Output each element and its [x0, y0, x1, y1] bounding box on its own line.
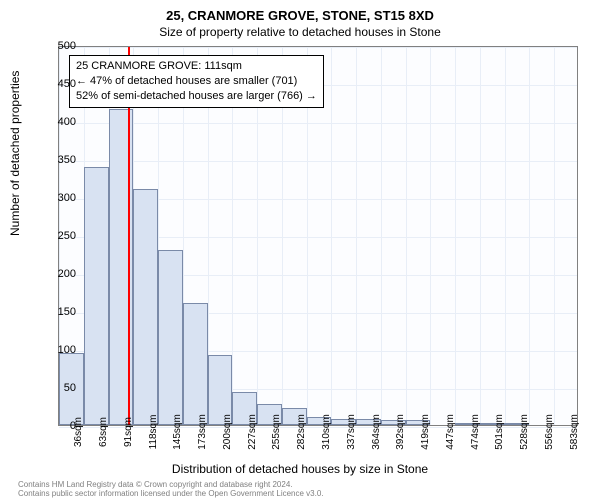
x-tick-label: 364sqm: [371, 414, 382, 450]
gridline-v: [505, 47, 506, 425]
gridline-v: [381, 47, 382, 425]
plot-area: 25 CRANMORE GROVE: 111sqm← 47% of detach…: [58, 46, 578, 426]
gridline-v: [356, 47, 357, 425]
x-tick-label: 447sqm: [445, 414, 456, 450]
footer-line-1: Contains HM Land Registry data © Crown c…: [18, 480, 324, 489]
y-tick-label: 0: [46, 420, 76, 432]
chart-subtitle: Size of property relative to detached ho…: [0, 23, 600, 43]
gridline-v: [529, 47, 530, 425]
annotation-box: 25 CRANMORE GROVE: 111sqm← 47% of detach…: [69, 55, 324, 108]
y-tick-label: 50: [46, 382, 76, 394]
x-tick-label: 63sqm: [98, 417, 109, 447]
x-axis-label: Distribution of detached houses by size …: [0, 462, 600, 476]
gridline-h: [59, 161, 577, 162]
x-tick-label: 255sqm: [271, 414, 282, 450]
gridline-v: [331, 47, 332, 425]
x-tick-label: 501sqm: [494, 414, 505, 450]
footer-line-2: Contains public sector information licen…: [18, 489, 324, 498]
footer-attribution: Contains HM Land Registry data © Crown c…: [18, 480, 324, 498]
annotation-line: 25 CRANMORE GROVE: 111sqm: [76, 59, 317, 74]
y-axis-label: Number of detached properties: [8, 71, 22, 236]
gridline-h: [59, 123, 577, 124]
annotation-line: ← 47% of detached houses are smaller (70…: [76, 74, 317, 89]
x-tick-label: 282sqm: [296, 414, 307, 450]
gridline-v: [455, 47, 456, 425]
y-tick-label: 250: [46, 230, 76, 242]
y-tick-label: 400: [46, 116, 76, 128]
x-tick-label: 474sqm: [470, 414, 481, 450]
chart-area: 25 CRANMORE GROVE: 111sqm← 47% of detach…: [58, 46, 578, 426]
histogram-bar: [183, 303, 208, 425]
annotation-line: 52% of semi-detached houses are larger (…: [76, 89, 317, 104]
y-tick-label: 500: [46, 40, 76, 52]
gridline-v: [480, 47, 481, 425]
x-tick-label: 145sqm: [172, 414, 183, 450]
x-tick-label: 556sqm: [544, 414, 555, 450]
x-tick-label: 173sqm: [197, 414, 208, 450]
gridline-v: [554, 47, 555, 425]
x-tick-label: 392sqm: [395, 414, 406, 450]
x-tick-label: 310sqm: [321, 414, 332, 450]
y-tick-label: 200: [46, 268, 76, 280]
gridline-h: [59, 47, 577, 48]
chart-title: 25, CRANMORE GROVE, STONE, ST15 8XD: [0, 0, 600, 23]
x-tick-label: 528sqm: [519, 414, 530, 450]
y-tick-label: 300: [46, 192, 76, 204]
x-tick-label: 200sqm: [222, 414, 233, 450]
x-tick-label: 118sqm: [148, 415, 159, 450]
y-tick-label: 150: [46, 306, 76, 318]
histogram-bar: [84, 167, 109, 425]
histogram-bar: [158, 250, 183, 425]
y-tick-label: 100: [46, 344, 76, 356]
gridline-v: [430, 47, 431, 425]
histogram-bar: [133, 189, 158, 425]
x-tick-label: 419sqm: [420, 414, 431, 450]
x-tick-label: 36sqm: [73, 417, 84, 447]
y-tick-label: 350: [46, 154, 76, 166]
x-tick-label: 91sqm: [123, 417, 134, 447]
x-tick-label: 583sqm: [569, 414, 580, 450]
x-tick-label: 227sqm: [247, 414, 258, 450]
y-tick-label: 450: [46, 78, 76, 90]
gridline-v: [406, 47, 407, 425]
x-tick-label: 337sqm: [346, 414, 357, 450]
